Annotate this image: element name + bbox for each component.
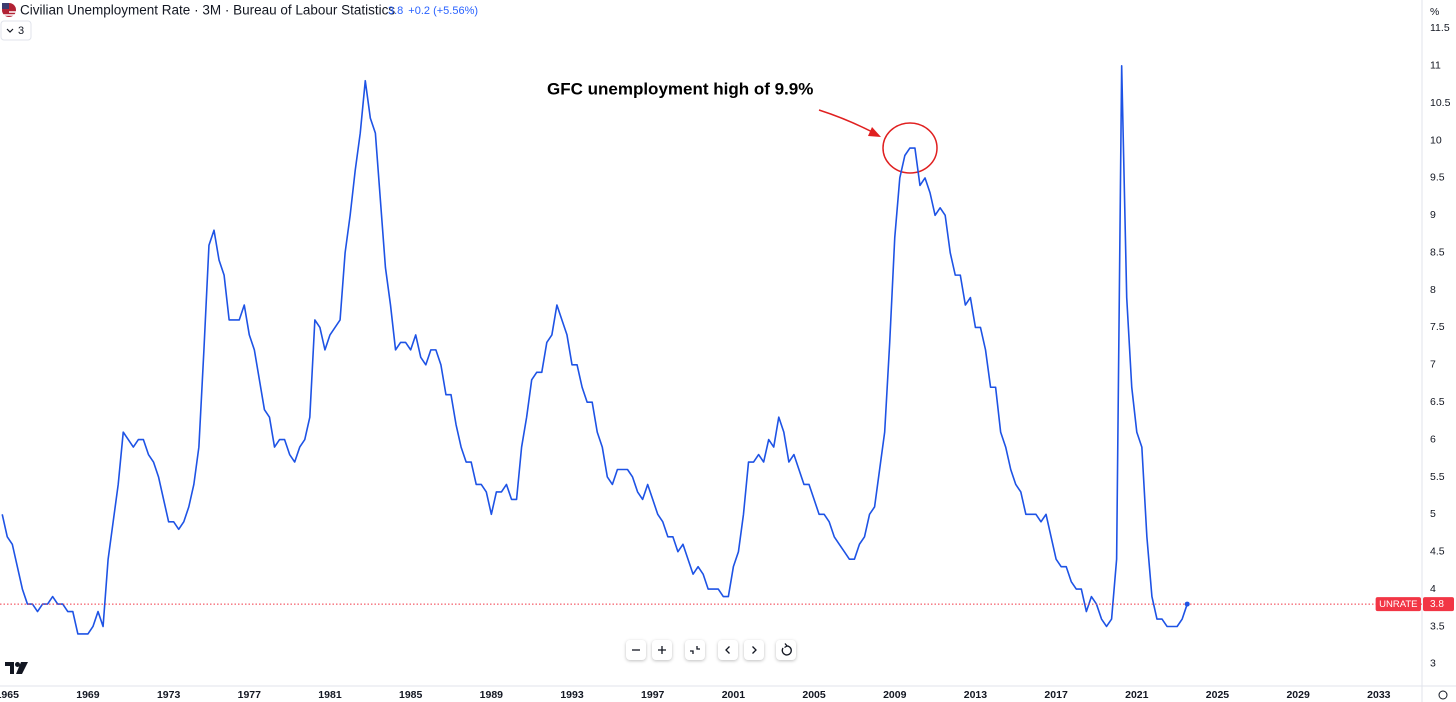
logo-shape [5, 662, 14, 674]
last-value-tag-label: 3.8 [1430, 599, 1444, 610]
logo-shape [15, 662, 20, 667]
icon-stroke [725, 646, 730, 654]
x-tick-label: 2001 [722, 689, 746, 701]
y-tick-label: 5.5 [1430, 471, 1445, 483]
icon-stroke [658, 646, 666, 654]
icon [725, 646, 730, 654]
last-value: 3.8 [388, 5, 403, 17]
logo [5, 662, 28, 674]
reset-chart-button[interactable] [776, 640, 796, 660]
x-tick-label: 2029 [1286, 689, 1310, 701]
flag-icon-canton [2, 3, 9, 9]
zoom-in-button[interactable] [652, 640, 672, 660]
y-tick-label: 10 [1430, 134, 1442, 146]
settings-icon[interactable] [1438, 690, 1448, 700]
chart-title: Civilian Unemployment Rate · 3M · Bureau… [20, 3, 395, 18]
y-unit: % [1430, 6, 1439, 18]
icon-stroke [690, 646, 700, 654]
y-tick-label: 7.5 [1430, 321, 1445, 333]
y-tick-label: 6 [1430, 433, 1436, 445]
y-tick-label: 3 [1430, 658, 1436, 670]
y-tick-label: 8 [1430, 284, 1436, 296]
header: Civilian Unemployment Rate · 3M · Bureau… [0, 3, 478, 41]
y-tick-label: 9 [1430, 209, 1436, 221]
x-tick-label: 1973 [157, 689, 181, 701]
logo-shape [16, 662, 28, 674]
x-tick-label: 2013 [964, 689, 988, 701]
indicator-count: 3 [18, 25, 24, 37]
annotation-arrowhead [868, 127, 881, 137]
y-tick-label: 7 [1430, 359, 1436, 371]
x-tick-label: 1989 [480, 689, 504, 701]
y-tick-label: 4.5 [1430, 546, 1445, 558]
x-tick-label: 1977 [238, 689, 262, 701]
annotation-text: GFC unemployment high of 9.9% [547, 79, 813, 98]
x-tick-label: 1969 [76, 689, 100, 701]
annotation-arrow [818, 109, 879, 136]
annotation-circle [882, 122, 938, 174]
icon [690, 646, 700, 654]
data-line [1, 64, 1188, 635]
y-tick-label: 11 [1430, 60, 1441, 72]
last-point [1184, 601, 1190, 607]
last-value-tag [1423, 597, 1454, 612]
icon-stroke [784, 643, 788, 649]
scroll-right-button[interactable] [744, 640, 764, 660]
x-tick-label: 1965 [0, 689, 19, 701]
icon-stroke [781, 645, 792, 656]
x-tick-label: 1997 [641, 689, 665, 701]
y-tick-label: 8.5 [1430, 246, 1445, 258]
x-tick-label: 1981 [318, 689, 342, 701]
y-tick-label: 5 [1430, 508, 1436, 520]
x-tick-label: 1985 [399, 689, 423, 701]
y-tick-label: 6.5 [1430, 396, 1445, 408]
series-name-tag-label: UNRATE [1379, 599, 1417, 610]
icon [752, 646, 757, 654]
chevron-icon [6, 28, 14, 33]
y-tick-label: 4 [1430, 583, 1436, 595]
series-name-tag [1375, 597, 1421, 612]
x-tick-label: 2017 [1044, 689, 1068, 701]
x-tick-label: 2033 [1367, 689, 1391, 701]
x-tick-label: 2025 [1206, 689, 1230, 701]
x-tick-label: 2021 [1125, 689, 1149, 701]
zoom-out-button[interactable] [626, 640, 646, 660]
y-tick-label: 10.5 [1430, 97, 1451, 109]
y-tick-label: 9.5 [1430, 172, 1445, 184]
change: +0.2 (+5.56%) [408, 5, 478, 17]
scroll-left-button[interactable] [718, 640, 738, 660]
y-tick-label: 3.5 [1430, 620, 1445, 632]
x-tick-label: 2005 [802, 689, 826, 701]
x-tick-label: 1993 [560, 689, 584, 701]
x-tick-label: 2009 [883, 689, 907, 701]
reset-zoom-button[interactable] [685, 640, 705, 660]
icon [781, 643, 792, 656]
icon-stroke [752, 646, 757, 654]
icon [658, 646, 666, 654]
icon [632, 649, 640, 651]
indicator-toggle[interactable] [0, 20, 32, 41]
y-tick-label: 11.5 [1430, 22, 1450, 34]
